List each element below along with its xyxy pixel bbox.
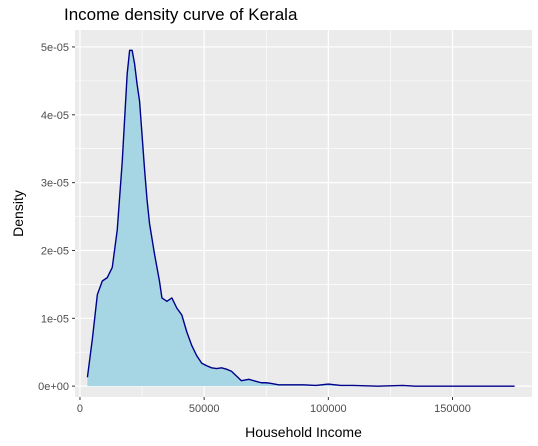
- x-tick-label: 150000: [434, 403, 471, 415]
- series-layer: [86, 49, 515, 387]
- density-area: [87, 50, 515, 387]
- y-tick-label: 5e-05: [41, 42, 69, 54]
- y-tick-label: 0e+00: [38, 381, 69, 393]
- chart-title: Income density curve of Kerala: [64, 5, 298, 24]
- y-tick-label: 1e-05: [41, 313, 69, 325]
- grid-lines: [75, 30, 532, 397]
- x-tick-label: 100000: [310, 403, 347, 415]
- x-tick-label: 50000: [189, 403, 220, 415]
- y-tick-label: 2e-05: [41, 245, 69, 257]
- density-line: [86, 49, 515, 387]
- y-tick-label: 4e-05: [41, 110, 69, 122]
- x-axis: 0 50000 100000 150000: [77, 397, 471, 415]
- x-axis-title: Household Income: [245, 424, 362, 440]
- x-tick-label: 0: [77, 403, 83, 415]
- y-axis: 0e+00 1e-05 2e-05 3e-05 4e-05 5e-05: [38, 42, 75, 393]
- y-tick-label: 3e-05: [41, 178, 69, 190]
- y-axis-title: Density: [10, 190, 26, 237]
